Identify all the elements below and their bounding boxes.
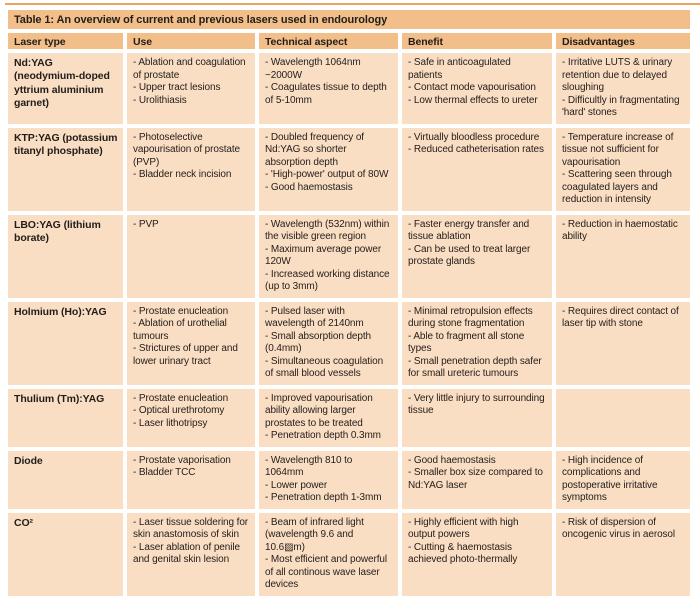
cell-disadvantages-thulium [556,388,690,447]
cell-disadvantages-holmium: - Requires direct contact of laser tip w… [556,301,690,385]
cell-disadvantages-diode: - High incidence of complications and po… [556,450,690,509]
cell-technical-ktp-yag: - Doubled frequency of Nd:YAG so shorter… [259,127,398,211]
cell-use-ktp-yag: - Photoselective vapourisation of prosta… [127,127,255,211]
cell-use-co2: - Laser tissue soldering for skin anasto… [127,512,255,596]
cell-technical-lbo-yag: - Wavelength (532nm) within the visible … [259,214,398,298]
cell-use-lbo-yag: - PVP [127,214,255,298]
cell-benefit-co2: - Highly efficient with high output powe… [402,512,552,596]
cell-laser-type-co2: CO² [8,512,123,596]
top-rule [5,3,700,5]
cell-laser-type-thulium: Thulium (Tm):YAG [8,388,123,447]
cell-use-diode: - Prostate vaporisation - Bladder TCC [127,450,255,509]
cell-technical-nd-yag: - Wavelength 1064nm ~2000W - Coagulates … [259,53,398,124]
cell-disadvantages-nd-yag: - Irritative LUTS & urinary retention du… [556,53,690,124]
cell-laser-type-diode: Diode [8,450,123,509]
cell-benefit-ktp-yag: - Virtually bloodless procedure - Reduce… [402,127,552,211]
cell-disadvantages-ktp-yag: - Temperature increase of tissue not suf… [556,127,690,211]
cell-disadvantages-lbo-yag: - Reduction in haemostatic ability [556,214,690,298]
cell-disadvantages-co2: - Risk of dispersion of oncogenic virus … [556,512,690,596]
cell-use-holmium: - Prostate enucleation - Ablation of uro… [127,301,255,385]
cell-benefit-nd-yag: - Safe in anticoagulated patients - Cont… [402,53,552,124]
cell-laser-type-lbo-yag: LBO:YAG (lithium borate) [8,214,123,298]
table-title: Table 1: An overview of current and prev… [8,10,690,29]
cell-laser-type-holmium: Holmium (Ho):YAG [8,301,123,385]
column-header-technical-aspect: Technical aspect [259,33,398,49]
cell-benefit-diode: - Good haemostasis - Smaller box size co… [402,450,552,509]
cell-laser-type-nd-yag: Nd:YAG (neodymium-doped yttrium aluminiu… [8,53,123,124]
column-header-use: Use [127,33,255,49]
cell-technical-thulium: - Improved vapourisation ability allowin… [259,388,398,447]
cell-technical-co2: - Beam of infrared light (wavelength 9.6… [259,512,398,596]
cell-use-thulium: - Prostate enucleation - Optical urethro… [127,388,255,447]
cell-benefit-holmium: - Minimal retropulsion effects during st… [402,301,552,385]
laser-overview-table: Table 1: An overview of current and prev… [8,10,690,596]
cell-technical-holmium: - Pulsed laser with wavelength of 2140nm… [259,301,398,385]
column-header-laser-type: Laser type [8,33,123,49]
column-header-disadvantages: Disadvantages [556,33,690,49]
cell-benefit-lbo-yag: - Faster energy transfer and tissue abla… [402,214,552,298]
column-header-benefit: Benefit [402,33,552,49]
cell-use-nd-yag: - Ablation and coagulation of prostate -… [127,53,255,124]
cell-technical-diode: - Wavelength 810 to 1064mm - Lower power… [259,450,398,509]
cell-benefit-thulium: - Very little injury to surrounding tiss… [402,388,552,447]
cell-laser-type-ktp-yag: KTP:YAG (potassium titanyl phosphate) [8,127,123,211]
